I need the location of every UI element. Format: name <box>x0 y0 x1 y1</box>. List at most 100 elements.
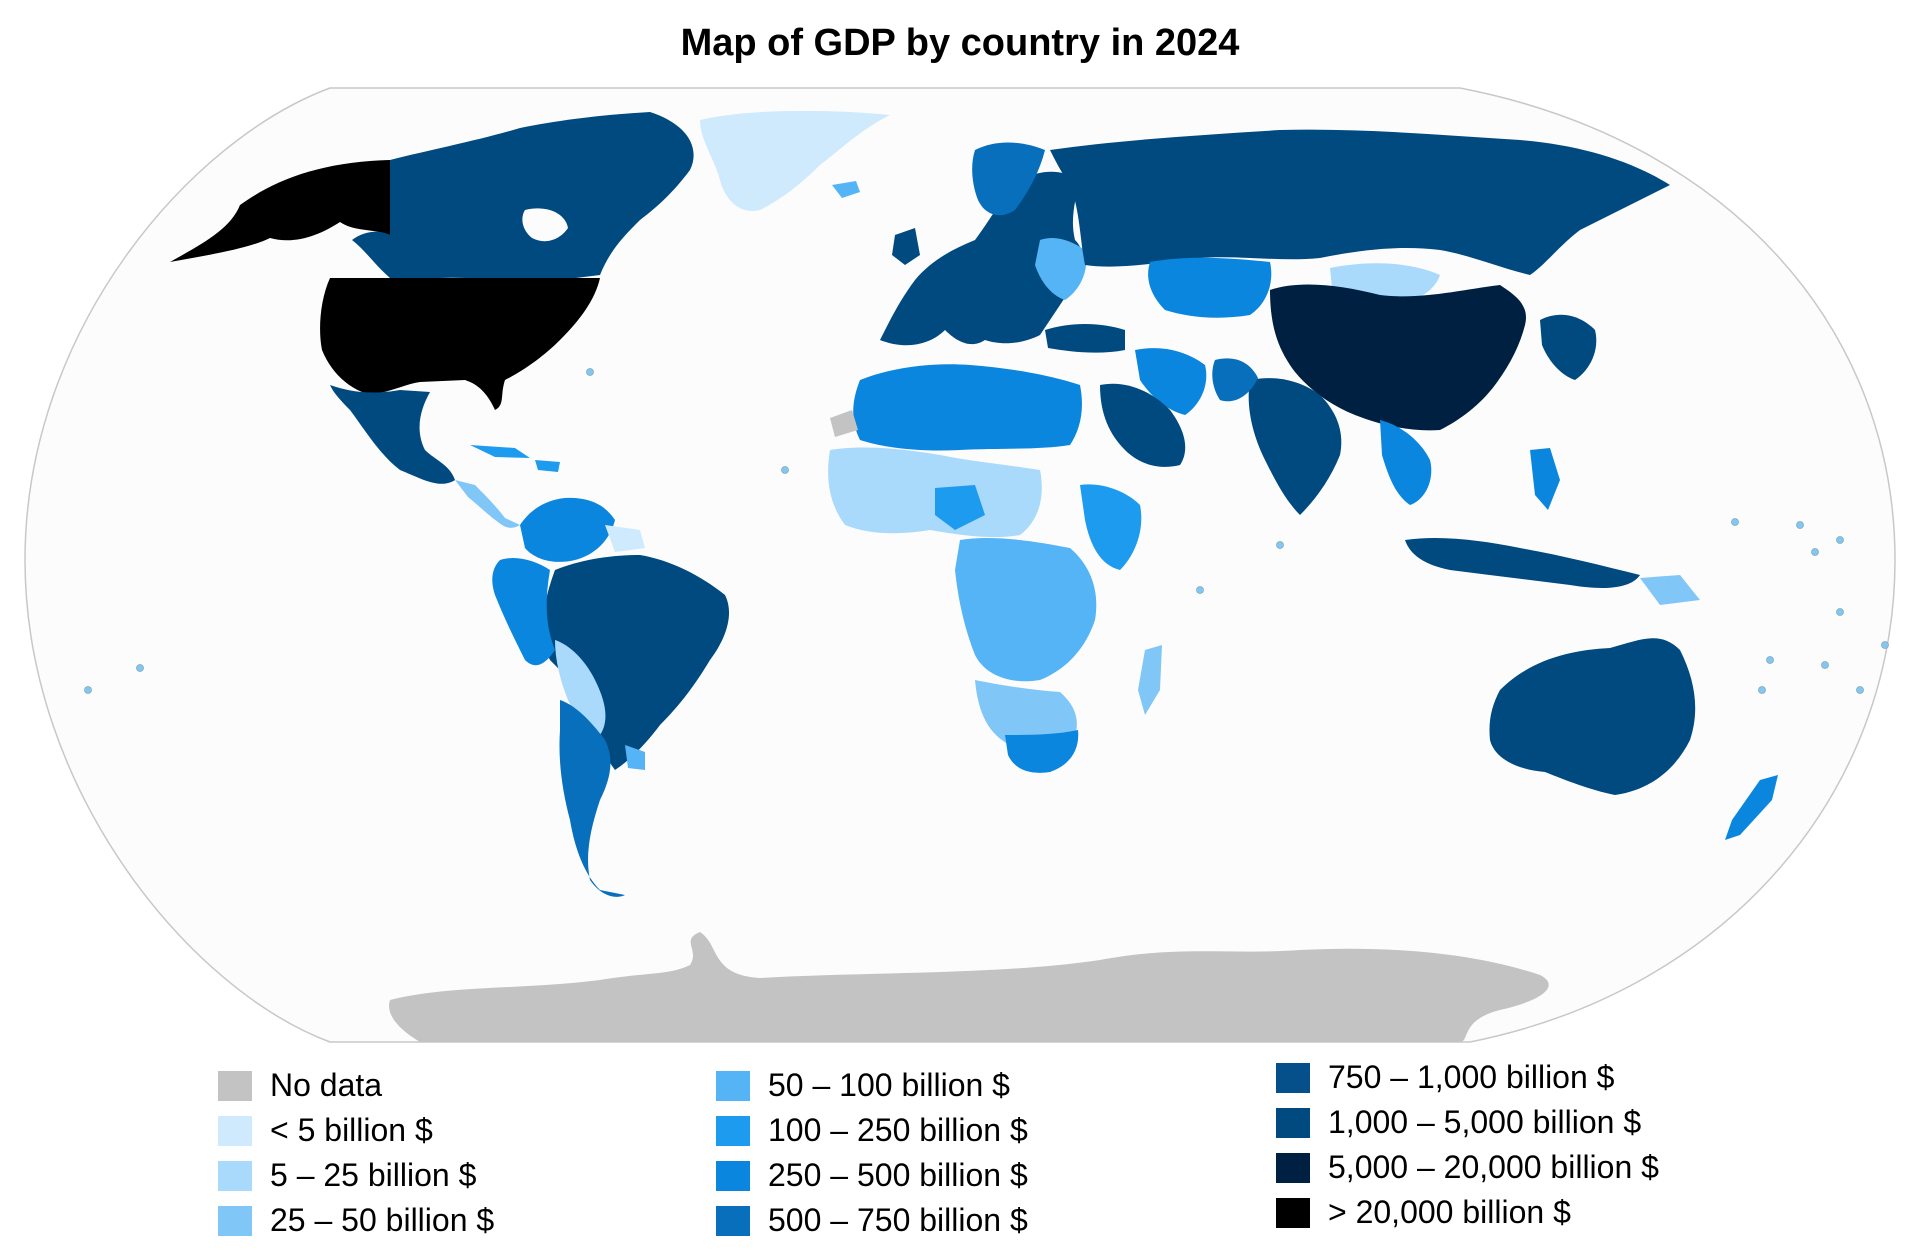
region-west-africa <box>828 447 1042 538</box>
region-madagascar <box>1138 645 1162 715</box>
region-southeast-asia <box>1380 420 1432 505</box>
island-dot <box>1758 686 1766 694</box>
region-cuba <box>470 445 530 458</box>
region-western-sahara <box>830 410 858 437</box>
region-new-zealand <box>1725 775 1778 840</box>
legend-label: 500 – 750 billion $ <box>768 1202 1028 1238</box>
legend-label: 50 – 100 billion $ <box>768 1067 1010 1103</box>
region-peru <box>492 558 555 666</box>
legend-swatch <box>1276 1062 1310 1093</box>
region-north-africa <box>853 364 1082 451</box>
region-scandinavia <box>972 142 1045 216</box>
legend-label: 250 – 500 billion $ <box>768 1157 1028 1193</box>
region-india <box>1248 378 1342 515</box>
region-usa <box>320 278 600 410</box>
region-indonesia <box>1405 537 1640 588</box>
legend-swatch-no-data <box>218 1070 252 1101</box>
legend-label: 100 – 250 billion $ <box>768 1112 1028 1148</box>
legend-item: 1,000 – 5,000 billion $ <box>1276 1100 1659 1145</box>
island-dot <box>1796 521 1804 529</box>
region-korea-japan <box>1540 314 1597 380</box>
legend-swatch <box>218 1115 252 1146</box>
legend-item: 5 – 25 billion $ <box>218 1153 494 1198</box>
legend-swatch <box>716 1115 750 1146</box>
legend-column-3: 750 – 1,000 billion $ 1,000 – 5,000 bill… <box>1276 1055 1659 1235</box>
legend-swatch <box>1276 1152 1310 1183</box>
legend-item: No data <box>218 1063 494 1108</box>
legend-label: > 20,000 billion $ <box>1328 1194 1571 1230</box>
legend-item: 100 – 250 billion $ <box>716 1108 1028 1153</box>
region-pakistan <box>1212 358 1258 402</box>
region-guianas <box>605 525 645 552</box>
legend-item: < 5 billion $ <box>218 1108 494 1153</box>
legend-item: 500 – 750 billion $ <box>716 1198 1028 1243</box>
island-dot <box>586 368 594 376</box>
legend-label: 750 – 1,000 billion $ <box>1328 1059 1615 1095</box>
region-central-america <box>455 480 520 528</box>
region-philippines <box>1530 448 1560 510</box>
region-hispaniola <box>535 460 560 472</box>
island-dot <box>1811 548 1819 556</box>
legend-label: 1,000 – 5,000 billion $ <box>1328 1104 1642 1140</box>
legend-column-2: 50 – 100 billion $ 100 – 250 billion $ 2… <box>716 1063 1028 1243</box>
region-uruguay <box>625 745 645 770</box>
island-dot <box>1836 608 1844 616</box>
region-south-africa <box>1005 730 1079 773</box>
region-bolivia-paraguay <box>555 640 606 735</box>
region-greenland <box>700 110 890 211</box>
island-dot <box>781 466 789 474</box>
region-png <box>1640 575 1700 605</box>
legend-item: > 20,000 billion $ <box>1276 1190 1659 1235</box>
legend-label: 5,000 – 20,000 billion $ <box>1328 1149 1659 1185</box>
region-iran <box>1135 348 1207 415</box>
legend-item: 5,000 – 20,000 billion $ <box>1276 1145 1659 1190</box>
region-china <box>1270 284 1526 431</box>
region-canada <box>352 112 694 282</box>
legend-label: No data <box>270 1067 383 1103</box>
legend-label: 5 – 25 billion $ <box>270 1157 477 1193</box>
region-nigeria <box>935 485 985 530</box>
region-turkey <box>1045 324 1125 353</box>
legend-swatch <box>716 1070 750 1101</box>
island-dot <box>84 686 92 694</box>
region-uk <box>892 228 920 265</box>
region-southern-africa <box>975 680 1077 747</box>
island-dot <box>1196 586 1204 594</box>
legend-label: < 5 billion $ <box>270 1112 433 1148</box>
island-dot <box>136 664 144 672</box>
legend-swatch <box>716 1160 750 1191</box>
island-dot <box>1731 518 1739 526</box>
region-iceland <box>832 181 860 198</box>
legend-swatch <box>218 1160 252 1191</box>
legend-item: 50 – 100 billion $ <box>716 1063 1028 1108</box>
region-hudson-bay <box>522 208 568 242</box>
region-colombia-venezuela <box>520 497 615 562</box>
region-australia <box>1489 638 1696 795</box>
region-russia <box>1050 129 1670 275</box>
region-mexico <box>330 385 455 484</box>
region-argentina-chile <box>559 700 625 897</box>
legend-item: 750 – 1,000 billion $ <box>1276 1055 1659 1100</box>
island-dot <box>1881 641 1889 649</box>
legend-item: 250 – 500 billion $ <box>716 1153 1028 1198</box>
island-dot <box>1821 661 1829 669</box>
island-dot <box>1856 686 1864 694</box>
legend-label: 25 – 50 billion $ <box>270 1202 495 1238</box>
region-europe <box>880 171 1083 346</box>
region-central-africa <box>955 537 1097 682</box>
legend-swatch <box>716 1205 750 1236</box>
region-east-africa <box>1080 484 1142 570</box>
region-antarctica <box>389 932 1549 1042</box>
island-dot <box>1276 541 1284 549</box>
legend-swatch <box>218 1205 252 1236</box>
island-dot <box>1766 656 1774 664</box>
region-alaska <box>170 160 390 262</box>
region-eastern-europe <box>1035 238 1087 300</box>
legend-item: 25 – 50 billion $ <box>218 1198 494 1243</box>
region-kazakhstan <box>1148 257 1272 318</box>
region-saudi-arabia <box>1100 383 1186 467</box>
legend-swatch <box>1276 1197 1310 1228</box>
island-dot <box>1836 536 1844 544</box>
page-title: Map of GDP by country in 2024 <box>680 22 1240 64</box>
